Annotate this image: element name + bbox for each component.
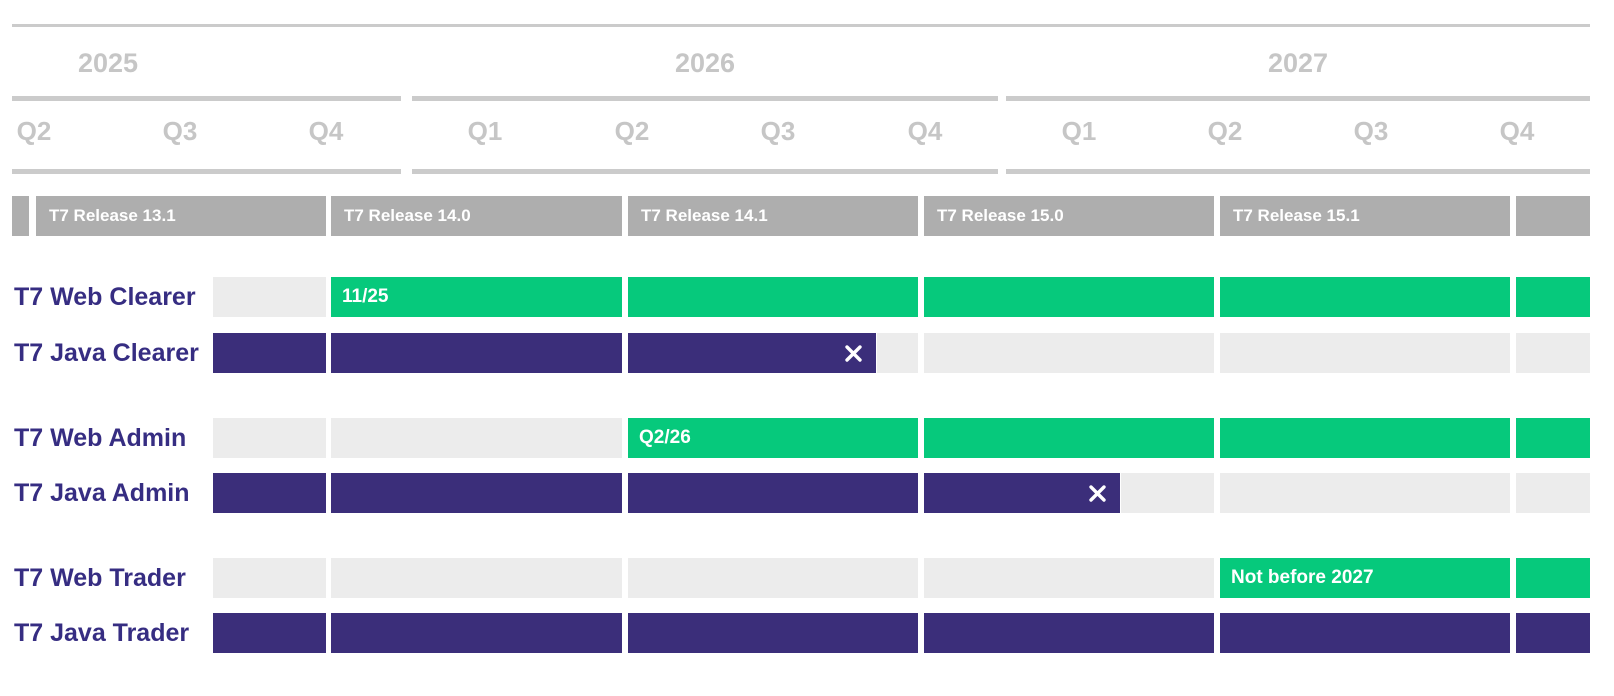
year-label: 2027 bbox=[1267, 48, 1329, 78]
roadmap-bar-segment-unavailable bbox=[331, 558, 622, 598]
roadmap-bar-segment-available-java bbox=[1516, 613, 1590, 653]
roadmap-bar-segment-unavailable bbox=[1220, 473, 1510, 513]
roadmap-bar-segment-unavailable bbox=[331, 418, 622, 458]
roadmap-bar-segment-available-web bbox=[924, 277, 1214, 317]
roadmap-bar-segment-available-web: Q2/26 bbox=[628, 418, 918, 458]
timeline-top-border bbox=[12, 24, 1590, 27]
quarter-label: Q4 bbox=[308, 116, 344, 146]
roadmap-bar-segment-available-web bbox=[1516, 558, 1590, 598]
year-underline bbox=[1006, 96, 1590, 101]
year-underline bbox=[12, 96, 401, 101]
quarter-label: Q3 bbox=[1353, 116, 1389, 146]
quarter-underline bbox=[412, 169, 998, 174]
row-label: T7 Java Trader bbox=[14, 619, 190, 647]
release-bar-segment bbox=[1516, 196, 1590, 236]
quarter-label: Q2 bbox=[16, 116, 52, 146]
row-label: T7 Web Admin bbox=[14, 424, 187, 452]
roadmap-bar-segment-available-java bbox=[331, 613, 622, 653]
roadmap-bar-segment-unavailable bbox=[213, 558, 326, 598]
roadmap-bar-segment-available-java bbox=[924, 473, 1120, 513]
year-label: 2026 bbox=[674, 48, 736, 78]
roadmap-bar-segment-unavailable bbox=[1121, 473, 1214, 513]
roadmap-bar-segment-available-java bbox=[1220, 613, 1510, 653]
roadmap-bar-segment-unavailable bbox=[1220, 333, 1510, 373]
roadmap-bar-segment-available-java bbox=[331, 333, 622, 373]
decommission-x-icon bbox=[844, 344, 876, 363]
roadmap-bar-segment-available-java bbox=[331, 473, 622, 513]
roadmap-bar-segment-available-java bbox=[213, 333, 326, 373]
release-bar: T7 Release 15.0 bbox=[924, 196, 1214, 236]
roadmap-bar-segment-available-web bbox=[628, 277, 918, 317]
release-bar: T7 Release 14.1 bbox=[628, 196, 918, 236]
row-label: T7 Web Trader bbox=[14, 564, 186, 592]
row-label: T7 Java Clearer bbox=[14, 339, 199, 367]
roadmap-bar-segment-available-web bbox=[1220, 418, 1510, 458]
roadmap-bar-segment-unavailable bbox=[213, 277, 326, 317]
year-label: 2025 bbox=[77, 48, 139, 78]
roadmap-bar-segment-available-web: 11/25 bbox=[331, 277, 622, 317]
roadmap-bar-segment-unavailable bbox=[213, 418, 326, 458]
row-label: T7 Java Admin bbox=[14, 479, 190, 507]
roadmap-bar-segment-available-java bbox=[924, 613, 1214, 653]
quarter-label: Q1 bbox=[467, 116, 503, 146]
decommission-x-icon bbox=[1088, 484, 1120, 503]
roadmap-bar-segment-unavailable bbox=[628, 558, 918, 598]
release-bar: T7 Release 14.0 bbox=[331, 196, 622, 236]
quarter-label: Q4 bbox=[1499, 116, 1535, 146]
roadmap-bar-segment-available-java bbox=[213, 613, 326, 653]
quarter-label: Q1 bbox=[1061, 116, 1097, 146]
roadmap-bar-segment-available-web bbox=[1220, 277, 1510, 317]
roadmap-bar-segment-unavailable bbox=[1516, 333, 1590, 373]
release-bar: T7 Release 15.1 bbox=[1220, 196, 1510, 236]
roadmap-bar-segment-available-java bbox=[628, 613, 918, 653]
quarter-label: Q2 bbox=[614, 116, 650, 146]
bar-label: Q2/26 bbox=[639, 427, 691, 448]
row-label: T7 Web Clearer bbox=[14, 283, 196, 311]
bar-label: 11/25 bbox=[342, 286, 389, 307]
roadmap-bar-segment-unavailable bbox=[877, 333, 918, 373]
roadmap-bar-segment-available-web bbox=[1516, 418, 1590, 458]
roadmap-bar-segment-available-web bbox=[924, 418, 1214, 458]
roadmap-bar-segment-unavailable bbox=[924, 558, 1214, 598]
roadmap-bar-segment-available-java bbox=[628, 333, 876, 373]
quarter-label: Q3 bbox=[162, 116, 198, 146]
release-bar: T7 Release 13.1 bbox=[36, 196, 326, 236]
quarter-underline bbox=[1006, 169, 1590, 174]
roadmap-bar-segment-available-web: Not before 2027 bbox=[1220, 558, 1510, 598]
roadmap-bar-segment-available-web bbox=[1516, 277, 1590, 317]
quarter-label: Q3 bbox=[760, 116, 796, 146]
release-bar-segment bbox=[12, 196, 29, 236]
quarter-underline bbox=[12, 169, 401, 174]
bar-label: Not before 2027 bbox=[1231, 567, 1374, 588]
roadmap-bar-segment-unavailable bbox=[924, 333, 1214, 373]
quarter-label: Q2 bbox=[1207, 116, 1243, 146]
year-underline bbox=[412, 96, 998, 101]
roadmap-bar-segment-available-java bbox=[213, 473, 326, 513]
roadmap-bar-segment-unavailable bbox=[1516, 473, 1590, 513]
roadmap-bar-segment-available-java bbox=[628, 473, 918, 513]
quarter-label: Q4 bbox=[907, 116, 943, 146]
